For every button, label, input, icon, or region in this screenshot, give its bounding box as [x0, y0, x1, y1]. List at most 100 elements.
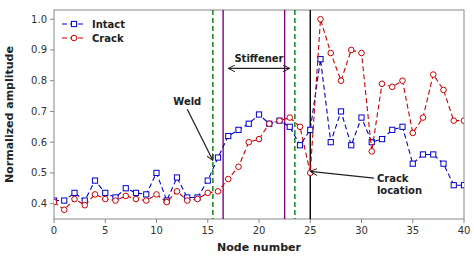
data-point — [430, 72, 436, 78]
annotation-line: Weld — [173, 96, 201, 107]
data-point — [328, 140, 333, 145]
data-point — [226, 133, 231, 138]
annotation-text: Weld — [173, 96, 201, 107]
data-point — [379, 136, 384, 141]
x-tick — [105, 219, 106, 223]
data-point — [318, 16, 324, 22]
data-point — [205, 178, 210, 183]
data-point — [390, 127, 395, 132]
data-point — [113, 198, 119, 204]
reference-line — [212, 10, 213, 219]
data-point — [277, 118, 282, 123]
y-tick-label: 0.4 — [31, 198, 47, 209]
data-point — [297, 124, 303, 130]
data-point — [267, 121, 272, 126]
data-point — [256, 136, 262, 142]
x-tick-label: 20 — [253, 225, 266, 236]
y-tick-label: 0.6 — [31, 137, 47, 148]
data-point — [92, 192, 98, 198]
x-tick-label: 5 — [102, 225, 108, 236]
y-tick-label: 0.7 — [31, 106, 47, 117]
y-tick — [50, 172, 54, 173]
series-line — [54, 59, 464, 200]
y-tick-label: 0.5 — [31, 167, 47, 178]
data-point — [225, 176, 231, 182]
data-point — [277, 118, 283, 124]
chart: 05101520253035400.40.50.60.70.80.91.0Nod… — [0, 0, 474, 257]
data-point — [236, 127, 241, 132]
annotation-text: Stiffener — [234, 53, 283, 64]
reference-line — [222, 10, 223, 219]
data-point — [164, 199, 170, 205]
data-point — [133, 190, 138, 195]
series-line — [54, 19, 464, 210]
x-tick-label: 0 — [51, 225, 57, 236]
data-point — [92, 178, 97, 183]
x-axis-label: Node number — [217, 241, 301, 254]
y-tick — [50, 19, 54, 20]
plot-frame — [54, 10, 464, 219]
data-point — [461, 183, 464, 188]
annotation-arrow — [187, 109, 213, 160]
x-tick — [207, 219, 208, 223]
y-tick — [50, 49, 54, 50]
data-point — [123, 186, 128, 191]
x-tick — [54, 219, 55, 223]
data-point — [431, 152, 436, 157]
data-point — [461, 118, 464, 124]
y-axis-label: Normalized amplitude — [3, 46, 16, 183]
legend-label: Intact — [92, 19, 125, 30]
data-point — [349, 143, 354, 148]
y-tick-label: 1.0 — [31, 14, 47, 25]
data-point — [123, 193, 129, 199]
data-point — [61, 207, 67, 213]
data-point — [195, 196, 201, 202]
annotation-line: Crack — [377, 173, 409, 184]
data-point — [348, 47, 354, 53]
plot-area — [54, 10, 464, 219]
data-point — [307, 170, 313, 176]
data-point — [287, 124, 292, 129]
reference-line — [294, 10, 295, 219]
x-tick — [259, 219, 260, 223]
annotation-text: Cracklocation — [377, 173, 422, 196]
x-tick-label: 30 — [355, 225, 368, 236]
annotation-arrow — [310, 171, 374, 178]
data-point — [308, 127, 313, 132]
data-point — [359, 50, 365, 56]
data-point — [103, 190, 108, 195]
data-point — [246, 139, 252, 145]
y-tick-label: 0.8 — [31, 75, 47, 86]
x-tick — [412, 219, 413, 223]
data-point — [441, 161, 446, 166]
legend: Intact Crack — [62, 19, 125, 44]
data-point — [205, 190, 211, 196]
x-tick-label: 35 — [406, 225, 419, 236]
data-point — [54, 199, 57, 205]
y-tick — [50, 111, 54, 112]
legend-marker — [71, 35, 77, 41]
data-point — [297, 143, 302, 148]
data-point — [359, 115, 364, 120]
legend-marker — [71, 21, 76, 26]
x-tick — [310, 219, 311, 223]
x-tick — [156, 219, 157, 223]
data-point — [133, 196, 139, 202]
y-tick — [50, 142, 54, 143]
data-point — [144, 192, 149, 197]
data-point — [246, 121, 251, 126]
data-point — [184, 198, 190, 204]
data-point — [389, 84, 395, 90]
data-point — [174, 175, 179, 180]
data-point — [154, 170, 159, 175]
annotation-arrow — [228, 68, 290, 69]
data-point — [62, 198, 67, 203]
data-point — [328, 50, 334, 56]
x-tick-label: 15 — [201, 225, 214, 236]
data-point — [369, 149, 375, 155]
data-point — [256, 112, 261, 117]
data-point — [215, 189, 221, 195]
data-point — [420, 115, 426, 121]
legend-label: Crack — [92, 33, 124, 44]
data-point — [410, 161, 415, 166]
